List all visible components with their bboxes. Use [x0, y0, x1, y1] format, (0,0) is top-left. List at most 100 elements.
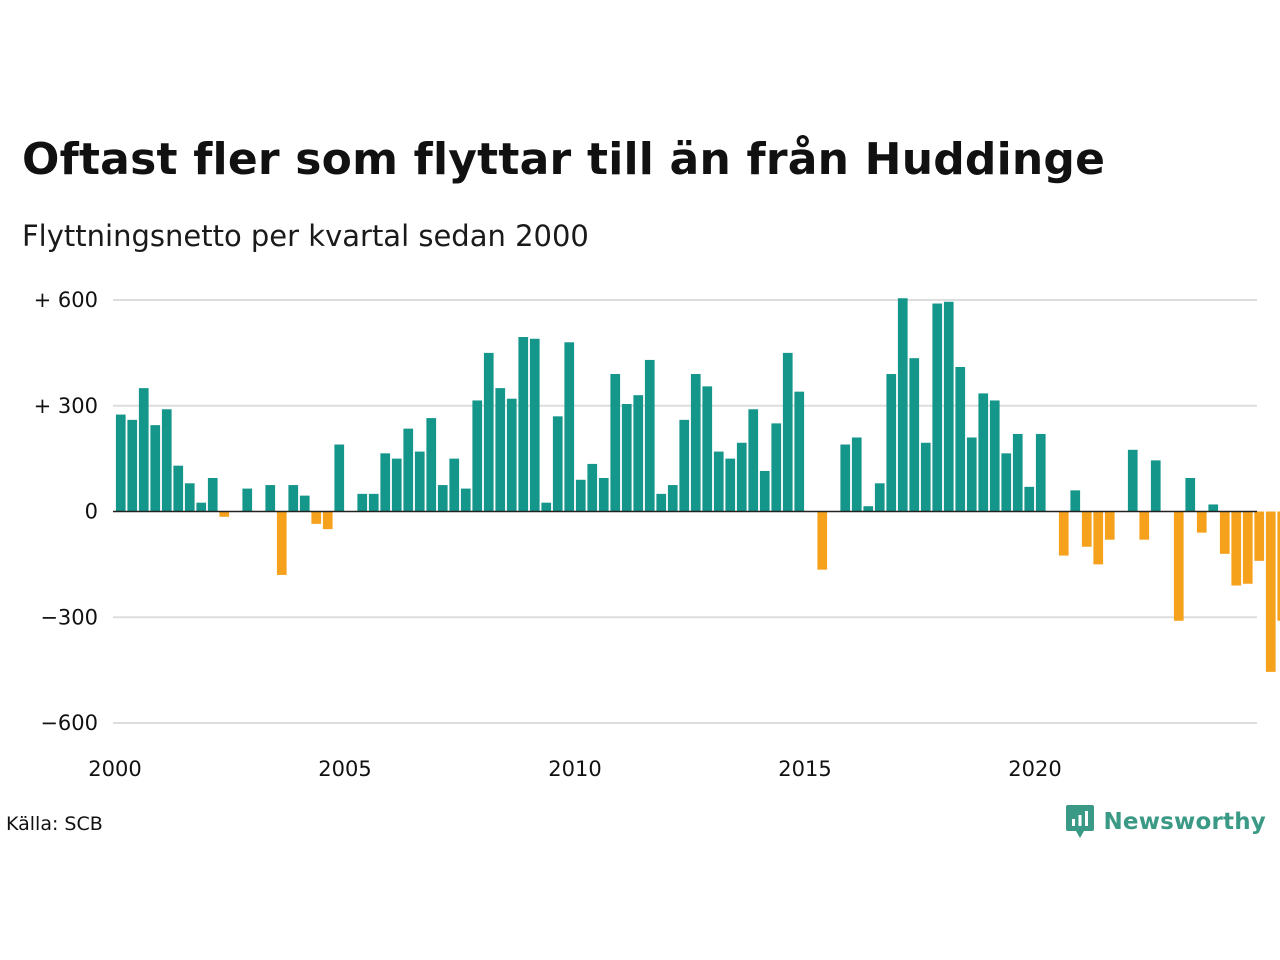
- bar: [644, 359, 655, 512]
- bar: [851, 437, 862, 512]
- bar: [541, 502, 552, 512]
- grid-lines: [113, 299, 1257, 724]
- bar: [759, 470, 770, 512]
- chart-title: Oftast fler som flyttar till än från Hud…: [22, 134, 1106, 185]
- bar: [265, 485, 276, 512]
- bar: [863, 506, 874, 512]
- bar: [368, 493, 379, 512]
- bar: [495, 388, 506, 512]
- bar: [322, 511, 333, 530]
- bar: [702, 386, 713, 512]
- bar: [1081, 511, 1092, 547]
- bar: [817, 511, 828, 570]
- y-tick-label: −300: [40, 605, 98, 629]
- bar: [506, 398, 517, 512]
- brand-logo: Newsworthy: [1065, 804, 1266, 840]
- y-tick-label: + 600: [34, 288, 98, 312]
- y-tick-label: −600: [40, 711, 98, 735]
- bar: [1104, 511, 1115, 540]
- bar: [1277, 511, 1280, 621]
- bar: [736, 442, 747, 512]
- bar: [449, 458, 460, 512]
- bar: [150, 425, 161, 512]
- bar: [587, 463, 598, 512]
- bar: [391, 458, 402, 512]
- chart-subtitle: Flyttningsnetto per kvartal sedan 2000: [22, 219, 589, 253]
- bar: [1196, 511, 1207, 533]
- bar: [621, 403, 632, 512]
- bar: [1001, 453, 1012, 512]
- bar: [483, 352, 494, 512]
- bar: [909, 358, 920, 512]
- bar: [276, 511, 287, 575]
- x-tick-label: 2015: [778, 757, 831, 781]
- bar: [771, 423, 782, 512]
- bar: [633, 395, 644, 512]
- newsworthy-logo-icon: [1066, 805, 1095, 838]
- bar: [978, 393, 989, 512]
- bar: [1139, 511, 1150, 540]
- bar: [1185, 478, 1196, 512]
- bar: [610, 374, 621, 512]
- bar: [1058, 511, 1069, 556]
- bar: [437, 485, 448, 512]
- bar: [1093, 511, 1104, 565]
- bar: [288, 485, 299, 512]
- bar: [656, 493, 667, 512]
- y-tick-label: + 300: [34, 394, 98, 418]
- x-tick-label: 2000: [88, 757, 141, 781]
- bar: [1173, 511, 1184, 621]
- bar: [460, 488, 471, 512]
- bar: [874, 483, 885, 512]
- bar: [184, 483, 195, 512]
- bar: [564, 342, 575, 512]
- bar: [1231, 511, 1242, 586]
- bar: [794, 391, 805, 512]
- bar: [299, 495, 310, 512]
- bar: [357, 493, 368, 512]
- bar: [115, 414, 126, 512]
- bar: [472, 400, 483, 512]
- bar: [1150, 460, 1161, 512]
- bar: [334, 444, 345, 512]
- bar: [518, 337, 529, 512]
- bar: [955, 366, 966, 512]
- bar: [1070, 490, 1081, 512]
- bar: [552, 416, 563, 512]
- bar: [782, 352, 793, 512]
- bar: [426, 418, 437, 512]
- bar: [242, 488, 253, 512]
- bar: [667, 485, 678, 512]
- axes: + 600 + 300 0 −300 −600 2000 2005 2010 2015 2020: [34, 288, 1257, 781]
- bar: [196, 502, 207, 512]
- bar: [897, 298, 908, 512]
- bar: [1035, 433, 1046, 512]
- x-tick-label: 2020: [1008, 757, 1061, 781]
- bar: [414, 451, 425, 512]
- bar: [380, 453, 391, 512]
- bar: [1012, 433, 1023, 512]
- bar: [1024, 486, 1035, 512]
- bar: [690, 374, 701, 512]
- bar: [311, 511, 322, 524]
- y-tick-label: 0: [85, 500, 98, 524]
- bars: [115, 298, 1280, 672]
- bar: [1208, 504, 1219, 512]
- bar: [127, 419, 138, 512]
- bar: [1127, 449, 1138, 512]
- bar: [219, 511, 230, 517]
- bar: [713, 451, 724, 512]
- bar: [840, 444, 851, 512]
- x-tick-label: 2010: [548, 757, 601, 781]
- bar: [932, 303, 943, 512]
- source-note: Källa: SCB: [6, 813, 103, 835]
- x-tick-label: 2005: [318, 757, 371, 781]
- bar: [598, 478, 609, 512]
- bar: [1242, 511, 1253, 584]
- bar: [725, 458, 736, 512]
- bar: [575, 479, 586, 512]
- bar: [748, 409, 759, 512]
- bar: [966, 437, 977, 512]
- bar: [161, 409, 172, 512]
- bar: [920, 442, 931, 512]
